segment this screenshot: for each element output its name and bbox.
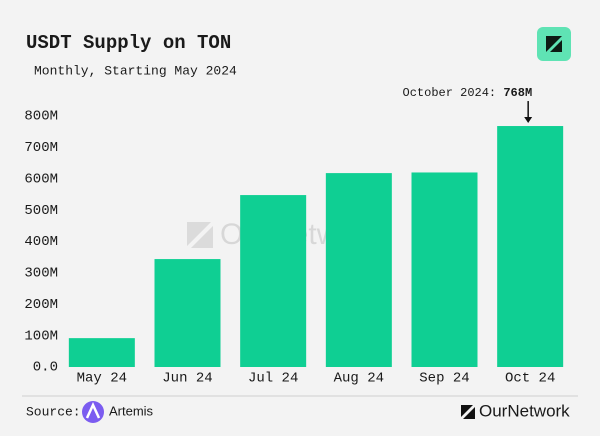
- brand-name: OurNetwork: [479, 401, 570, 420]
- logo-icon: [537, 27, 571, 61]
- annotation: October 2024: 768M: [403, 86, 533, 100]
- bar: [240, 195, 307, 367]
- x-tick-label: Jun 24: [162, 371, 212, 387]
- y-tick-label: 600M: [24, 171, 58, 187]
- y-tick-label: 800M: [24, 109, 58, 125]
- y-tick-label: 400M: [24, 234, 58, 250]
- bar: [68, 338, 135, 367]
- y-tick-label: 0.0: [33, 360, 58, 376]
- source-name: Artemis: [109, 403, 154, 418]
- x-tick-label: Jul 24: [248, 371, 298, 387]
- x-tick-label: May 24: [77, 371, 127, 387]
- bar: [154, 259, 221, 367]
- source-label: Source:: [26, 404, 81, 419]
- y-tick-label: 300M: [24, 266, 58, 282]
- brand-logo: [461, 405, 475, 419]
- x-tick-label: Aug 24: [334, 371, 384, 387]
- chart-subtitle: Monthly, Starting May 2024: [34, 63, 237, 78]
- annotation-value: 768M: [503, 86, 532, 100]
- y-tick-label: 500M: [24, 203, 58, 219]
- bar: [497, 126, 564, 367]
- chart-title: USDT Supply on TON: [26, 32, 231, 54]
- bar: [325, 173, 392, 367]
- annotation-label: October 2024:: [403, 86, 497, 100]
- x-tick-label: Sep 24: [419, 371, 469, 387]
- bar: [411, 172, 478, 367]
- x-tick-label: Oct 24: [505, 371, 555, 387]
- source-logo: [82, 401, 104, 423]
- y-tick-label: 200M: [24, 297, 58, 313]
- y-tick-label: 700M: [24, 140, 58, 156]
- y-tick-label: 100M: [24, 328, 58, 344]
- annotation-arrowhead: [524, 117, 533, 124]
